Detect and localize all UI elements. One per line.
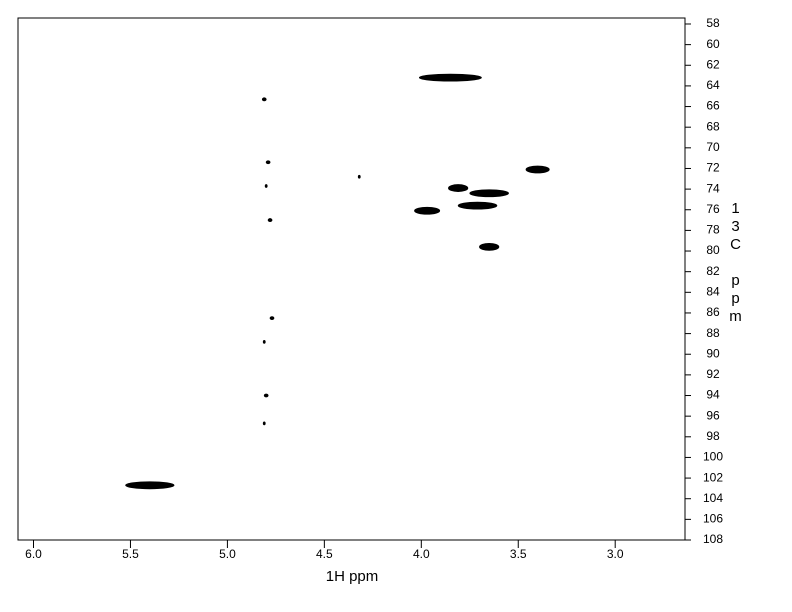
peak <box>479 243 500 251</box>
peak <box>267 218 273 222</box>
y-tick-label: 106 <box>703 512 723 526</box>
y-tick-label: 68 <box>706 119 720 133</box>
peak <box>457 201 498 210</box>
x-tick-label: 6.0 <box>25 547 42 561</box>
x-tick-label: 5.5 <box>122 547 139 561</box>
peak <box>261 97 267 102</box>
y-tick-label: 76 <box>706 202 720 216</box>
y-tick-label: 94 <box>706 388 720 402</box>
y-tick-label: 86 <box>706 305 720 319</box>
peak <box>265 160 271 165</box>
y-tick-label: 108 <box>703 532 723 546</box>
y-tick-label: 72 <box>706 161 720 175</box>
peak <box>262 421 266 426</box>
y-tick-label: 102 <box>703 470 723 484</box>
y-tick-label: 78 <box>706 223 720 237</box>
y-tick-label: 100 <box>703 450 723 464</box>
peak <box>414 206 441 215</box>
x-tick-label: 5.0 <box>219 547 236 561</box>
y-tick-label: 80 <box>706 243 720 257</box>
peak <box>469 189 509 198</box>
peak <box>269 316 275 321</box>
y-tick-label: 88 <box>706 326 720 340</box>
peak <box>357 174 361 179</box>
y-tick-label: 62 <box>706 57 720 71</box>
y-tick-label: 90 <box>706 346 720 360</box>
x-tick-label: 4.0 <box>413 547 430 561</box>
peak <box>264 184 268 188</box>
y-tick-label: 74 <box>706 181 720 195</box>
x-axis-label: 1H ppm <box>326 568 379 585</box>
y-tick-label: 84 <box>706 284 720 298</box>
y-tick-label: 96 <box>706 408 720 422</box>
y-tick-label: 92 <box>706 367 720 381</box>
peak <box>418 73 482 82</box>
y-tick-label: 64 <box>706 78 720 92</box>
y-tick-label: 70 <box>706 140 720 154</box>
peak <box>525 165 550 174</box>
y-tick-label: 98 <box>706 429 720 443</box>
x-tick-label: 4.5 <box>316 547 333 561</box>
peak <box>125 481 175 490</box>
x-tick-label: 3.0 <box>607 547 624 561</box>
y-axis-label: 13C ppm <box>727 200 744 326</box>
peak <box>262 339 266 344</box>
y-tick-label: 82 <box>706 264 720 278</box>
y-tick-label: 66 <box>706 99 720 113</box>
peak <box>263 393 269 398</box>
plot-frame <box>17 17 686 541</box>
y-tick-label: 60 <box>706 37 720 51</box>
x-tick-label: 3.5 <box>510 547 527 561</box>
peak <box>448 184 469 192</box>
y-tick-label: 104 <box>703 491 723 505</box>
y-tick-label: 58 <box>706 16 720 30</box>
